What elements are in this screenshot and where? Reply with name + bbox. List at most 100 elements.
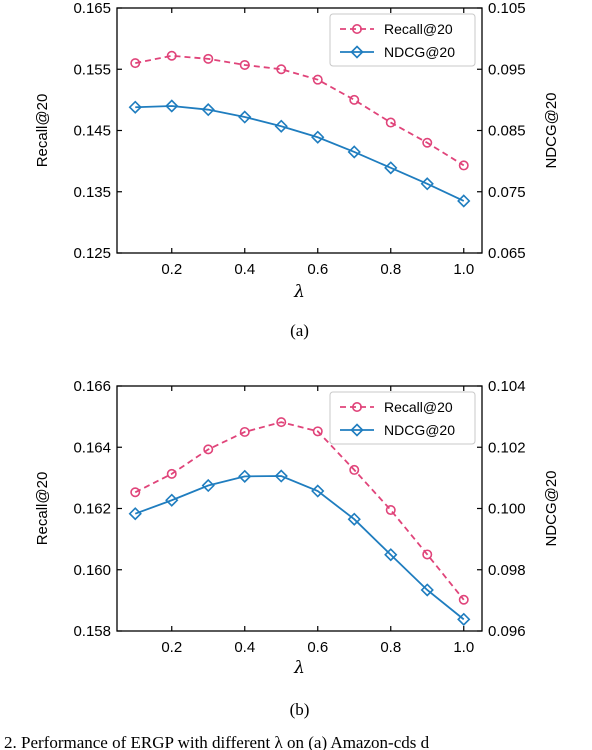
data-point	[238, 469, 252, 483]
x-axis-label: λ	[293, 658, 305, 678]
y-right-tick-label: 0.104	[488, 378, 526, 395]
legend-label: Recall@20	[384, 21, 453, 37]
data-point	[166, 468, 177, 479]
y-left-tick-label: 0.160	[73, 562, 111, 579]
legend-marker	[351, 401, 362, 412]
x-tick-label: 0.2	[161, 639, 182, 656]
data-point	[458, 160, 469, 171]
data-point	[128, 507, 142, 521]
data-point	[347, 512, 361, 526]
y-left-axis-label: Recall@20	[34, 472, 51, 546]
data-point	[349, 464, 360, 475]
x-tick-label: 0.8	[380, 639, 401, 656]
series-ndcg-20	[128, 469, 471, 626]
series-ndcg-20	[128, 99, 471, 208]
data-point	[457, 612, 471, 626]
y-right-tick-label: 0.095	[488, 61, 526, 78]
y-left-tick-label: 0.135	[73, 184, 111, 201]
data-point	[312, 74, 323, 85]
y-left-tick-label: 0.164	[73, 439, 111, 456]
series-line	[135, 54, 465, 167]
series-recall-20	[130, 50, 469, 171]
x-tick-label: 0.8	[380, 261, 401, 278]
chart-panel-b: 0.2 0.4 0.6 0.8 1.0 0.158 0.160 0.162 0.164 0.166…	[34, 378, 560, 719]
x-tick-label: 0.4	[234, 639, 255, 656]
data-point	[384, 161, 398, 175]
y-right-tick-label: 0.100	[488, 501, 526, 518]
data-point	[385, 505, 396, 516]
y-left-tick-label: 0.162	[73, 501, 111, 518]
data-point	[165, 99, 179, 113]
legend: Recall@20 NDCG@20	[329, 391, 476, 445]
data-point	[166, 50, 177, 61]
y-right-axis-label: NDCG@20	[543, 470, 560, 546]
series-line	[135, 105, 465, 202]
y-left-tick-label: 0.166	[73, 378, 111, 395]
y-left-tick-label: 0.145	[73, 123, 111, 140]
x-tick-label: 0.6	[307, 639, 328, 656]
data-point	[130, 487, 141, 498]
x-tick-label: 0.2	[161, 261, 182, 278]
data-point	[422, 137, 433, 148]
data-point	[457, 194, 471, 208]
data-point	[311, 130, 325, 144]
data-point	[458, 594, 469, 605]
legend-box	[329, 391, 476, 445]
data-point	[130, 58, 141, 69]
series-line	[134, 475, 465, 621]
data-point	[420, 177, 434, 191]
panel-label: (a)	[290, 321, 309, 340]
data-point	[239, 59, 250, 70]
data-point	[276, 417, 287, 428]
x-tick-label: 1.0	[453, 639, 474, 656]
legend-marker	[351, 23, 362, 34]
y-right-tick-label: 0.065	[488, 245, 526, 262]
x-axis-label: λ	[293, 282, 305, 302]
legend-box	[329, 13, 476, 67]
chart-panel-a: 0.2 0.4 0.6 0.8 1.0 0.125 0.135 0.145 0.155 0.165…	[34, 0, 560, 340]
data-point	[312, 426, 323, 437]
data-point	[274, 119, 288, 133]
data-point	[311, 484, 325, 498]
y-left-tick-label: 0.125	[73, 245, 111, 262]
data-point	[274, 469, 288, 483]
data-point	[349, 94, 360, 105]
series-line	[134, 421, 465, 601]
y-left-tick-label: 0.158	[73, 623, 111, 640]
data-point	[128, 100, 142, 114]
data-point	[420, 583, 434, 597]
data-point	[422, 549, 433, 560]
data-point	[238, 110, 252, 124]
data-point	[239, 426, 250, 437]
legend-marker	[350, 423, 364, 437]
data-point	[201, 478, 215, 493]
y-right-tick-label: 0.105	[488, 0, 526, 17]
y-right-axis-label: NDCG@20	[543, 92, 560, 168]
y-left-tick-label: 0.165	[73, 0, 111, 17]
y-left-axis-label: Recall@20	[34, 94, 51, 168]
series-recall-20	[130, 417, 469, 605]
data-point	[203, 53, 214, 64]
y-left-tick-label: 0.155	[73, 61, 111, 78]
x-tick-label: 0.6	[307, 261, 328, 278]
y-right-tick-label: 0.085	[488, 123, 526, 140]
y-right-tick-label: 0.102	[488, 439, 526, 456]
x-tick-label: 1.0	[453, 261, 474, 278]
panel-label: (b)	[290, 700, 310, 719]
y-right-tick-label: 0.098	[488, 562, 526, 579]
data-point	[385, 117, 396, 128]
x-tick-label: 0.4	[234, 261, 255, 278]
legend: Recall@20 NDCG@20	[329, 13, 476, 67]
legend-label: NDCG@20	[384, 44, 455, 60]
figure-caption: 2. Performance of ERGP with different λ …	[4, 733, 430, 750]
data-point	[276, 64, 287, 75]
y-right-tick-label: 0.075	[488, 184, 526, 201]
data-point	[201, 103, 215, 117]
legend-marker	[350, 45, 364, 59]
y-right-tick-label: 0.096	[488, 623, 526, 640]
data-point	[347, 145, 361, 159]
legend-label: Recall@20	[384, 399, 453, 415]
data-point	[203, 444, 214, 455]
legend-label: NDCG@20	[384, 422, 455, 438]
